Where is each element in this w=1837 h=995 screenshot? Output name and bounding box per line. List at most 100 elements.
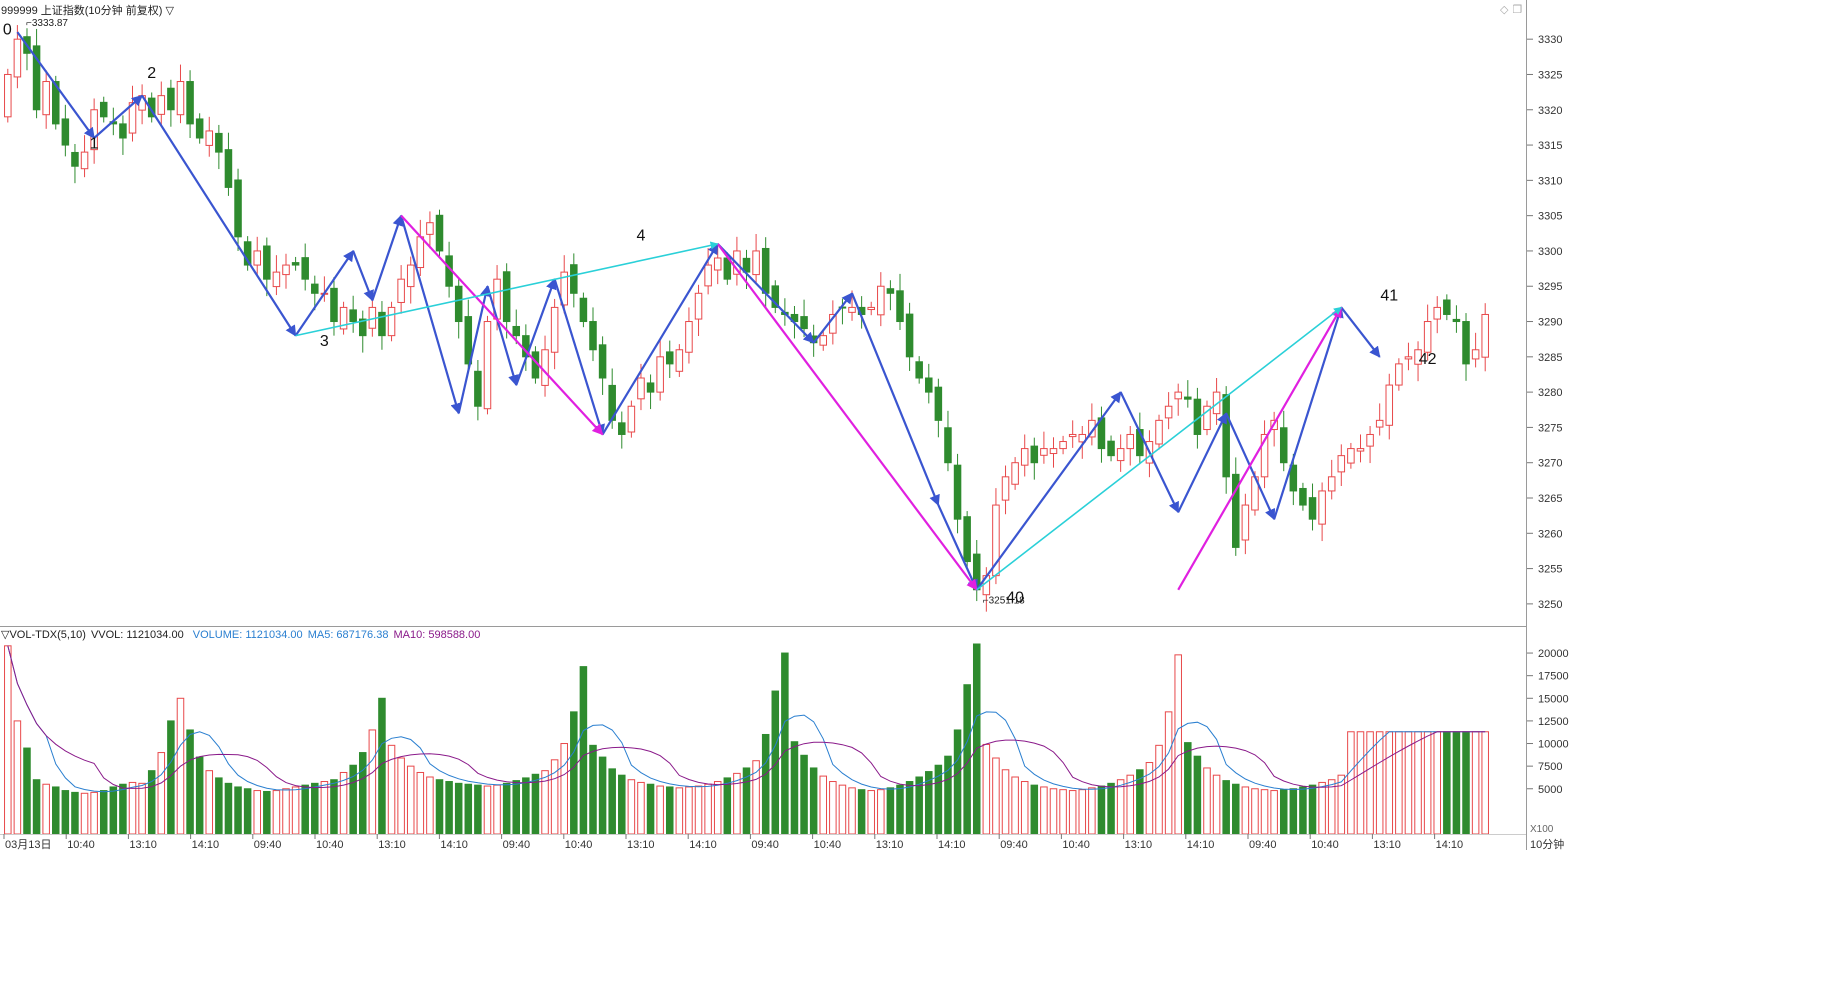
volume-bar[interactable]	[838, 784, 847, 835]
volume-bar[interactable]	[23, 747, 31, 835]
candle[interactable]	[358, 310, 367, 353]
candle[interactable]	[1107, 435, 1115, 462]
candle[interactable]	[819, 330, 828, 351]
volume-bar[interactable]	[234, 786, 242, 835]
volume-bar[interactable]	[464, 783, 473, 835]
volume-bar[interactable]	[454, 782, 463, 835]
volume-bar[interactable]	[1049, 788, 1058, 835]
volume-bar[interactable]	[1107, 782, 1115, 835]
candle[interactable]	[387, 301, 396, 342]
candle[interactable]	[291, 256, 300, 271]
volume-bar[interactable]	[157, 752, 166, 835]
candle[interactable]	[896, 273, 904, 330]
candle[interactable]	[243, 236, 252, 271]
candle[interactable]	[1443, 294, 1451, 321]
volume-bar[interactable]	[522, 777, 530, 835]
candle[interactable]	[128, 85, 137, 142]
candle[interactable]	[397, 265, 405, 314]
wave-segment-magenta[interactable]	[1177, 306, 1343, 591]
candle[interactable]	[570, 253, 578, 308]
candle[interactable]	[224, 132, 233, 196]
volume-bar[interactable]	[1251, 788, 1259, 835]
wave-segment-blue[interactable]	[16, 31, 96, 139]
volume-bar[interactable]	[1443, 731, 1451, 835]
wave-segment-magenta[interactable]	[400, 214, 604, 436]
volume-bar[interactable]	[1395, 731, 1403, 835]
diamond-icon[interactable]: ◇	[1500, 4, 1513, 16]
candle[interactable]	[953, 453, 962, 534]
volume-bar[interactable]	[608, 768, 616, 835]
candle[interactable]	[349, 295, 357, 333]
wave-segment-blue[interactable]	[371, 214, 404, 301]
candle[interactable]	[1040, 431, 1048, 464]
volume-bar[interactable]	[723, 777, 732, 835]
volume-bar[interactable]	[1289, 788, 1298, 835]
volume-bar[interactable]	[1164, 711, 1173, 835]
candle[interactable]	[704, 248, 712, 295]
candle[interactable]	[339, 301, 348, 335]
volume-bar[interactable]	[1260, 789, 1269, 835]
candle[interactable]	[963, 511, 971, 568]
candle[interactable]	[905, 302, 914, 371]
candle[interactable]	[311, 275, 319, 311]
candle[interactable]	[1068, 420, 1077, 448]
candle[interactable]	[1337, 444, 1346, 486]
volume-bar[interactable]	[406, 765, 415, 835]
title-dropdown-icon[interactable]: ▽	[165, 5, 174, 17]
volume-bar[interactable]	[1452, 731, 1461, 835]
wave-segment-blue[interactable]	[937, 504, 978, 591]
volume-bar[interactable]	[665, 786, 674, 835]
volume-bar[interactable]	[1030, 784, 1039, 835]
volume-bar[interactable]	[694, 785, 703, 835]
volume-bar[interactable]	[771, 690, 780, 835]
candle[interactable]	[1452, 305, 1461, 333]
volume-bar[interactable]	[1020, 781, 1029, 835]
wave-segment-blue[interactable]	[352, 250, 374, 302]
volume-bar[interactable]	[1385, 731, 1394, 835]
wave-segment-blue[interactable]	[141, 95, 297, 337]
volume-bar[interactable]	[886, 787, 895, 835]
candle[interactable]	[330, 277, 338, 336]
volume-bar[interactable]	[416, 771, 425, 835]
volume-bar[interactable]	[483, 785, 492, 835]
candle[interactable]	[13, 25, 22, 89]
candle[interactable]	[32, 28, 41, 119]
volume-bar[interactable]	[99, 790, 108, 835]
candle[interactable]	[541, 335, 549, 397]
volume-bar[interactable]	[982, 743, 991, 835]
volume-bar[interactable]	[560, 743, 568, 835]
candle[interactable]	[90, 98, 98, 164]
volume-bar[interactable]	[205, 770, 214, 835]
candle[interactable]	[186, 70, 194, 138]
candle[interactable]	[752, 234, 760, 284]
volume-bar[interactable]	[637, 781, 645, 835]
volume-bar[interactable]	[32, 779, 41, 835]
volume-bar[interactable]	[502, 782, 511, 835]
volume-bar[interactable]	[656, 785, 664, 835]
volume-bar[interactable]	[1433, 731, 1441, 835]
volume-bar[interactable]	[52, 786, 60, 835]
candle[interactable]	[1232, 457, 1240, 556]
wave-segment-blue[interactable]	[553, 278, 605, 436]
volume-bar[interactable]	[1299, 786, 1307, 835]
volume-bar[interactable]	[1414, 731, 1422, 835]
candle[interactable]	[675, 344, 684, 377]
restore-icon[interactable]: ❐	[1512, 4, 1527, 16]
volume-bar[interactable]	[215, 777, 223, 835]
candle[interactable]	[282, 253, 290, 289]
volume-bar[interactable]	[1375, 731, 1384, 835]
volume-bar[interactable]	[243, 788, 252, 835]
volume-bar[interactable]	[1279, 789, 1288, 835]
candle[interactable]	[205, 116, 214, 157]
candle[interactable]	[1088, 403, 1096, 446]
volume-bar[interactable]	[13, 720, 22, 835]
volume-bar[interactable]	[1481, 731, 1489, 835]
volume-bar[interactable]	[809, 767, 818, 835]
volume-indicator-name[interactable]: ▽VOL-TDX(5,10)	[1, 629, 86, 641]
wave-segment-cyan[interactable]	[295, 241, 719, 337]
volume-bar[interactable]	[1001, 769, 1010, 835]
candle[interactable]	[771, 280, 780, 314]
wave-segment-blue[interactable]	[601, 242, 719, 436]
candle[interactable]	[550, 298, 559, 370]
volume-bar[interactable]	[1308, 784, 1317, 835]
